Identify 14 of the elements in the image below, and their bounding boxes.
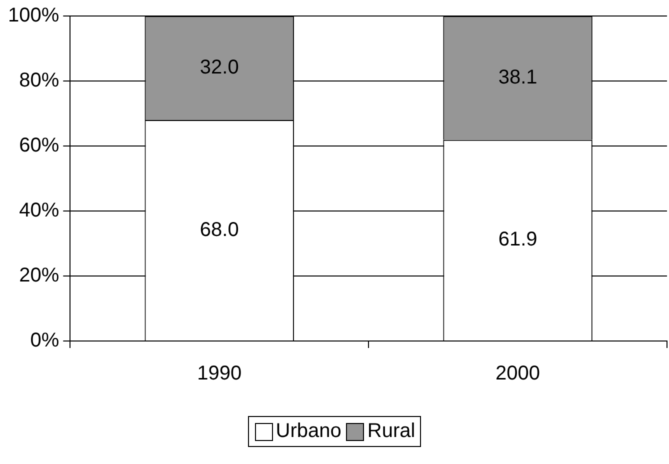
data-label: 61.9 xyxy=(498,228,538,251)
legend-label: Urbano xyxy=(276,420,342,443)
y-tick-label: 40% xyxy=(19,200,60,222)
y-tick-label: 60% xyxy=(19,134,60,157)
data-label: 68.0 xyxy=(200,218,239,241)
x-tick-label: 2000 xyxy=(496,362,540,385)
legend-label: Rural xyxy=(367,420,416,443)
data-label: 32.0 xyxy=(200,56,239,79)
y-tick-label: 0% xyxy=(30,330,60,352)
y-tick-label: 20% xyxy=(19,264,60,287)
y-tick-label: 80% xyxy=(19,70,60,92)
x-tick-label: 1990 xyxy=(197,362,242,385)
data-label: 38.1 xyxy=(498,66,538,88)
y-tick-label: 100% xyxy=(8,4,60,27)
